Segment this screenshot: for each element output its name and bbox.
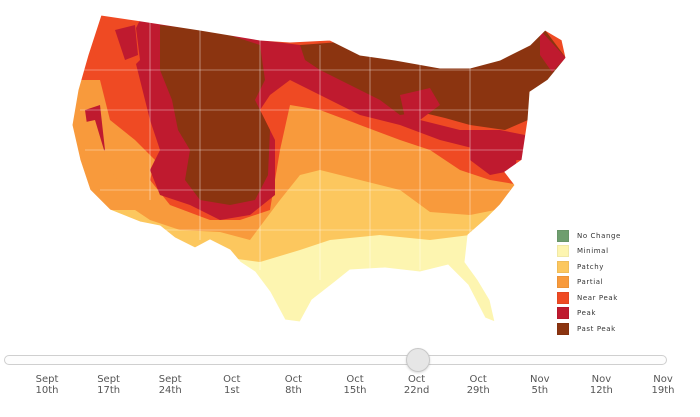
legend-label: Past Peak [577,324,616,333]
timeline-tick[interactable]: Nov 19th [633,374,693,396]
tick-day: 10th [35,385,59,396]
legend-swatch [557,322,569,335]
zone-peak-cascades [115,25,138,60]
legend-swatch [557,307,569,319]
tick-day: 5th [531,385,549,396]
tick-day: 12th [589,385,613,396]
timeline-tick[interactable]: Sept 24th [140,374,200,396]
legend-label: Peak [577,309,597,317]
tick-day: 8th [285,385,302,396]
legend-swatch [557,260,569,273]
timeline-tick[interactable]: Oct 29th [448,374,508,396]
tick-month: Oct [469,374,487,385]
tick-month: Sept [35,374,59,385]
date-slider-track[interactable] [4,355,667,365]
tick-month: Nov [530,374,550,385]
timeline-tick[interactable]: Nov 12th [571,374,631,396]
tick-day: 29th [466,385,490,396]
us-outline [71,14,567,323]
tick-day: 22nd [403,385,430,396]
fall-foliage-map [71,14,567,323]
zone-peak-mid-atlantic [470,135,520,175]
legend-item: Near Peak [557,290,657,305]
tick-month: Oct [407,374,426,385]
tick-month: Oct [346,374,364,385]
legend-swatch [557,276,569,288]
timeline-tick[interactable]: Oct 1st [202,374,262,396]
timeline-tick[interactable]: Sept 10th [17,374,77,396]
timeline-tick[interactable]: Oct 15th [325,374,385,396]
tick-day: 24th [158,385,182,396]
legend-label: Patchy [577,262,604,271]
legend-item: No Change [557,228,657,243]
tick-month: Sept [158,374,182,385]
tick-month: Nov [653,374,673,385]
timeline-tick[interactable]: Nov 5th [510,374,570,396]
legend-item: Past Peak [557,321,657,336]
map-legend: No Change Minimal Patchy Partial Near Peak Pe… [557,228,657,337]
legend-label: Minimal [577,247,609,255]
tick-month: Oct [223,374,241,385]
legend-label: Partial [577,278,604,286]
legend-swatch [557,229,569,242]
timeline-tick[interactable]: Sept 17th [79,374,139,396]
tick-month: Nov [591,374,612,385]
tick-day: 19th [651,385,675,396]
tick-day: 17th [97,385,121,396]
timeline-tick[interactable]: Oct 8th [263,374,323,396]
legend-swatch [557,245,569,257]
tick-day: 15th [343,385,367,396]
zone-partial-california [72,120,140,210]
timeline-tick[interactable]: Oct 22nd [387,374,447,396]
legend-item: Patchy [557,259,657,274]
tick-month: Oct [284,374,303,385]
zone-peak-maine [540,30,566,72]
tick-month: Sept [97,374,120,385]
legend-label: Near Peak [577,293,618,302]
legend-swatch [557,291,569,304]
legend-item: Peak [557,306,657,321]
date-slider-handle[interactable] [406,348,430,372]
legend-label: No Change [577,231,621,240]
state-borders [80,20,560,280]
tick-day: 1st [224,385,240,396]
legend-item: Partial [557,275,657,290]
legend-item: Minimal [557,244,657,259]
